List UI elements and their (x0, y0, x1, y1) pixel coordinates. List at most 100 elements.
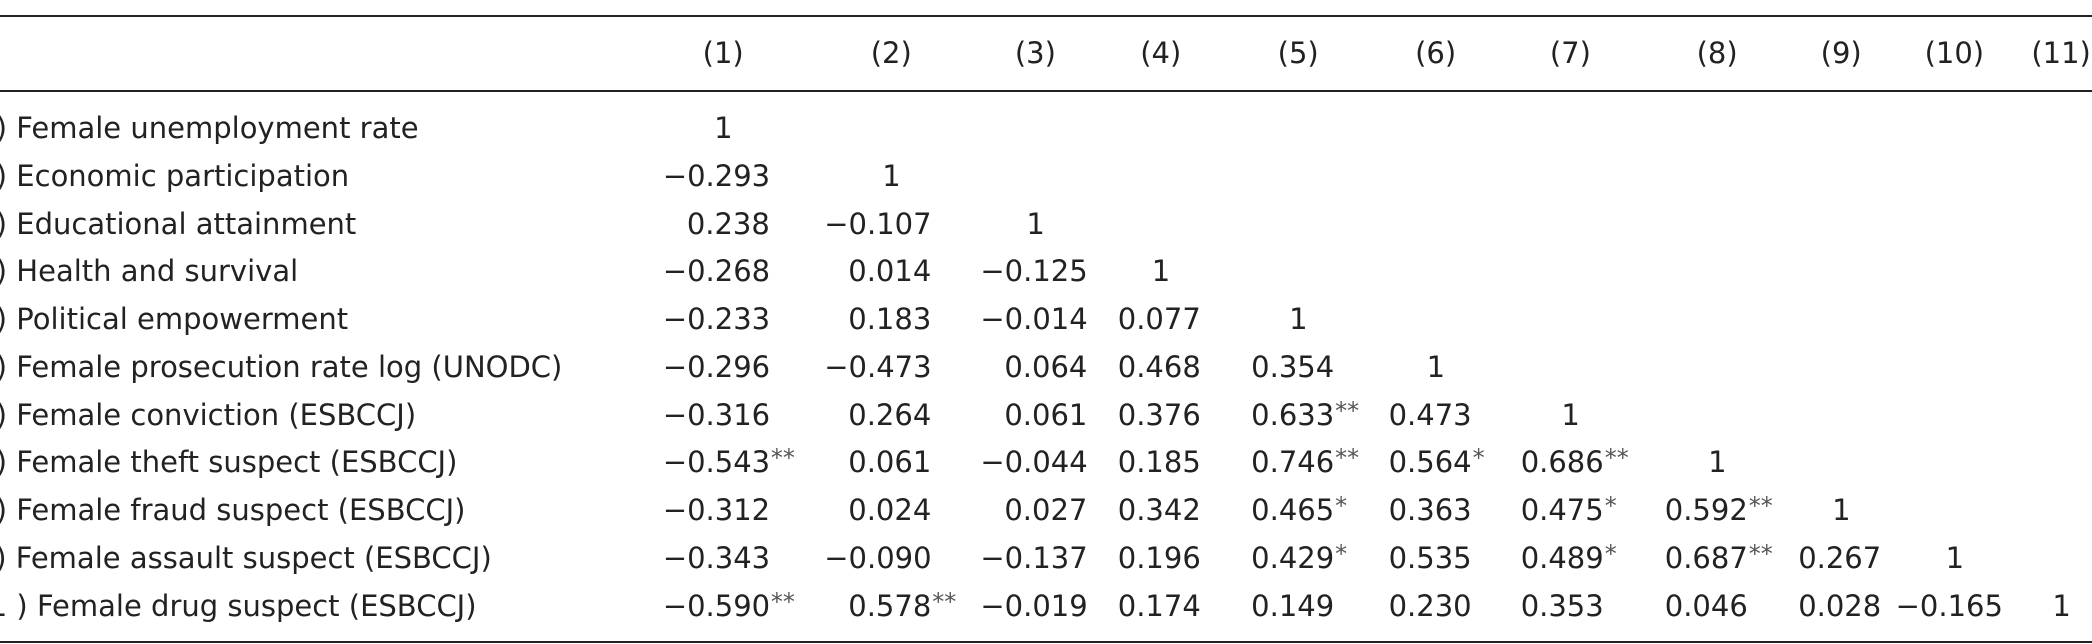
significance-stars: * (1335, 539, 1348, 568)
cell-value: 0.354 (1251, 349, 1335, 384)
column-header: (8) (1696, 36, 1738, 71)
cell-value: −0.293 (662, 158, 771, 193)
cell-value: 0.028 (1798, 588, 1882, 623)
significance-stars: ** (1748, 492, 1773, 521)
cell-value: −0.044 (980, 445, 1088, 480)
significance-stars: ** (1604, 444, 1629, 473)
significance-stars: ** (1748, 539, 1773, 568)
cell-value: 0.535 (1388, 540, 1472, 575)
cell-value: −0.316 (662, 397, 771, 432)
cell-value: 0.468 (1117, 349, 1201, 384)
row-label: (8) Female theft suspect (ESBCCJ) (0, 445, 458, 480)
cell-value: 1 (1026, 206, 1045, 241)
significance-stars: ** (1335, 396, 1360, 425)
cell-value: 0.196 (1117, 540, 1201, 575)
cell-value: 1 (1426, 349, 1446, 384)
cell-value: 0.149 (1251, 588, 1335, 623)
cell-value: 0.578 ** (848, 588, 956, 624)
column-header: (2) (870, 36, 912, 71)
cell-value: −0.165 (1895, 588, 2003, 623)
cell-value: −0.268 (662, 254, 771, 289)
row-label: (11 ) Female drug suspect (ESBCCJ) (0, 588, 477, 623)
cell-value: 0.489 * (1521, 540, 1617, 576)
cell-value: −0.137 (980, 540, 1088, 575)
column-header: (7) (1549, 36, 1591, 71)
significance-stars: ** (1335, 444, 1360, 473)
cell-value: −0.019 (980, 588, 1088, 623)
column-header: (1) (702, 36, 744, 71)
cell-value: 1 (882, 158, 901, 193)
header-rule (0, 90, 2092, 92)
cell-value: 0.185 (1117, 445, 1201, 480)
row-label: (7) Female conviction (ESBCCJ) (0, 397, 417, 432)
cell-value: 1 (1945, 540, 1965, 575)
cell-value: 1 (1289, 302, 1308, 337)
cell-value: 0.353 (1520, 588, 1604, 623)
cell-value: 0.061 (848, 445, 932, 480)
cell-value: 0.363 (1388, 493, 1472, 528)
significance-stars: ** (770, 587, 795, 616)
significance-stars: ** (770, 444, 795, 473)
cell-value: 0.592 ** (1665, 492, 1773, 528)
row-label: (9) Female fraud suspect (ESBCCJ) (0, 493, 466, 528)
column-header: (5) (1277, 36, 1319, 71)
cell-value: 0.429 * (1251, 540, 1347, 576)
significance-stars: * (1604, 492, 1617, 521)
cell-value: −0.543 ** (663, 444, 795, 480)
cell-value: 0.046 (1664, 588, 1748, 623)
row-label: (1) Female unemployment rate (0, 111, 419, 146)
row-label: (5) Political empowerment (0, 302, 349, 337)
cell-value: 0.564 * (1389, 444, 1485, 480)
significance-stars: * (1472, 444, 1485, 473)
column-header: (9) (1820, 36, 1862, 71)
cell-value: 0.465 * (1251, 492, 1347, 528)
cell-value: −0.473 (824, 349, 932, 384)
significance-stars: * (1335, 492, 1348, 521)
row-label: (2) Economic participation (0, 158, 350, 193)
column-header: (4) (1140, 36, 1182, 71)
cell-value: 0.746 ** (1251, 444, 1359, 480)
cell-value: 1 (714, 111, 733, 146)
column-header: (6) (1415, 36, 1457, 71)
cell-value: 0.633 ** (1251, 397, 1359, 433)
cell-value: 0.376 (1117, 397, 1201, 432)
cell-value: 0.475 * (1521, 492, 1617, 528)
cell-value: 0.342 (1117, 493, 1201, 528)
significance-stars: * (1604, 539, 1617, 568)
column-header: (11) (2031, 36, 2091, 71)
cell-value: 0.174 (1117, 588, 1201, 623)
cell-value: 0.264 (848, 397, 932, 432)
cell-value: 0.183 (848, 302, 932, 337)
cell-value: −0.312 (662, 493, 771, 528)
cell-value: 1 (1151, 254, 1171, 289)
cell-value: 0.473 (1388, 397, 1472, 432)
row-label: (10) Female assault suspect (ESBCCJ) (0, 540, 492, 575)
cell-value: 0.267 (1798, 540, 1882, 575)
column-header: (10) (1924, 36, 1985, 71)
row-label: (6) Female prosecution rate log (UNODC) (0, 349, 563, 384)
cell-value: −0.296 (662, 349, 771, 384)
cell-value: 0.061 (1004, 397, 1088, 432)
cell-value: −0.090 (824, 540, 932, 575)
bottom-rule (0, 641, 2092, 643)
cell-value: 0.027 (1004, 493, 1088, 528)
cell-value: 1 (1708, 445, 1727, 480)
significance-stars: ** (932, 587, 957, 616)
cell-value: −0.233 (662, 302, 771, 337)
cell-value: −0.343 (662, 540, 771, 575)
row-label: (3) Educational attainment (0, 206, 357, 241)
cell-value: 1 (1832, 493, 1851, 528)
top-rule (0, 15, 2092, 17)
row-label: (4) Health and survival (0, 254, 299, 289)
cell-value: 0.064 (1004, 349, 1088, 384)
cell-value: 0.077 (1117, 302, 1201, 337)
cell-value: 0.230 (1388, 588, 1472, 623)
cell-value: 0.687 ** (1665, 540, 1773, 576)
cell-value: −0.107 (824, 206, 932, 241)
cell-value: 0.014 (848, 254, 932, 289)
cell-value: 1 (1561, 397, 1580, 432)
column-header: (3) (1014, 36, 1056, 71)
cell-value: −0.014 (980, 302, 1088, 337)
cell-value: 0.686 ** (1521, 444, 1629, 480)
